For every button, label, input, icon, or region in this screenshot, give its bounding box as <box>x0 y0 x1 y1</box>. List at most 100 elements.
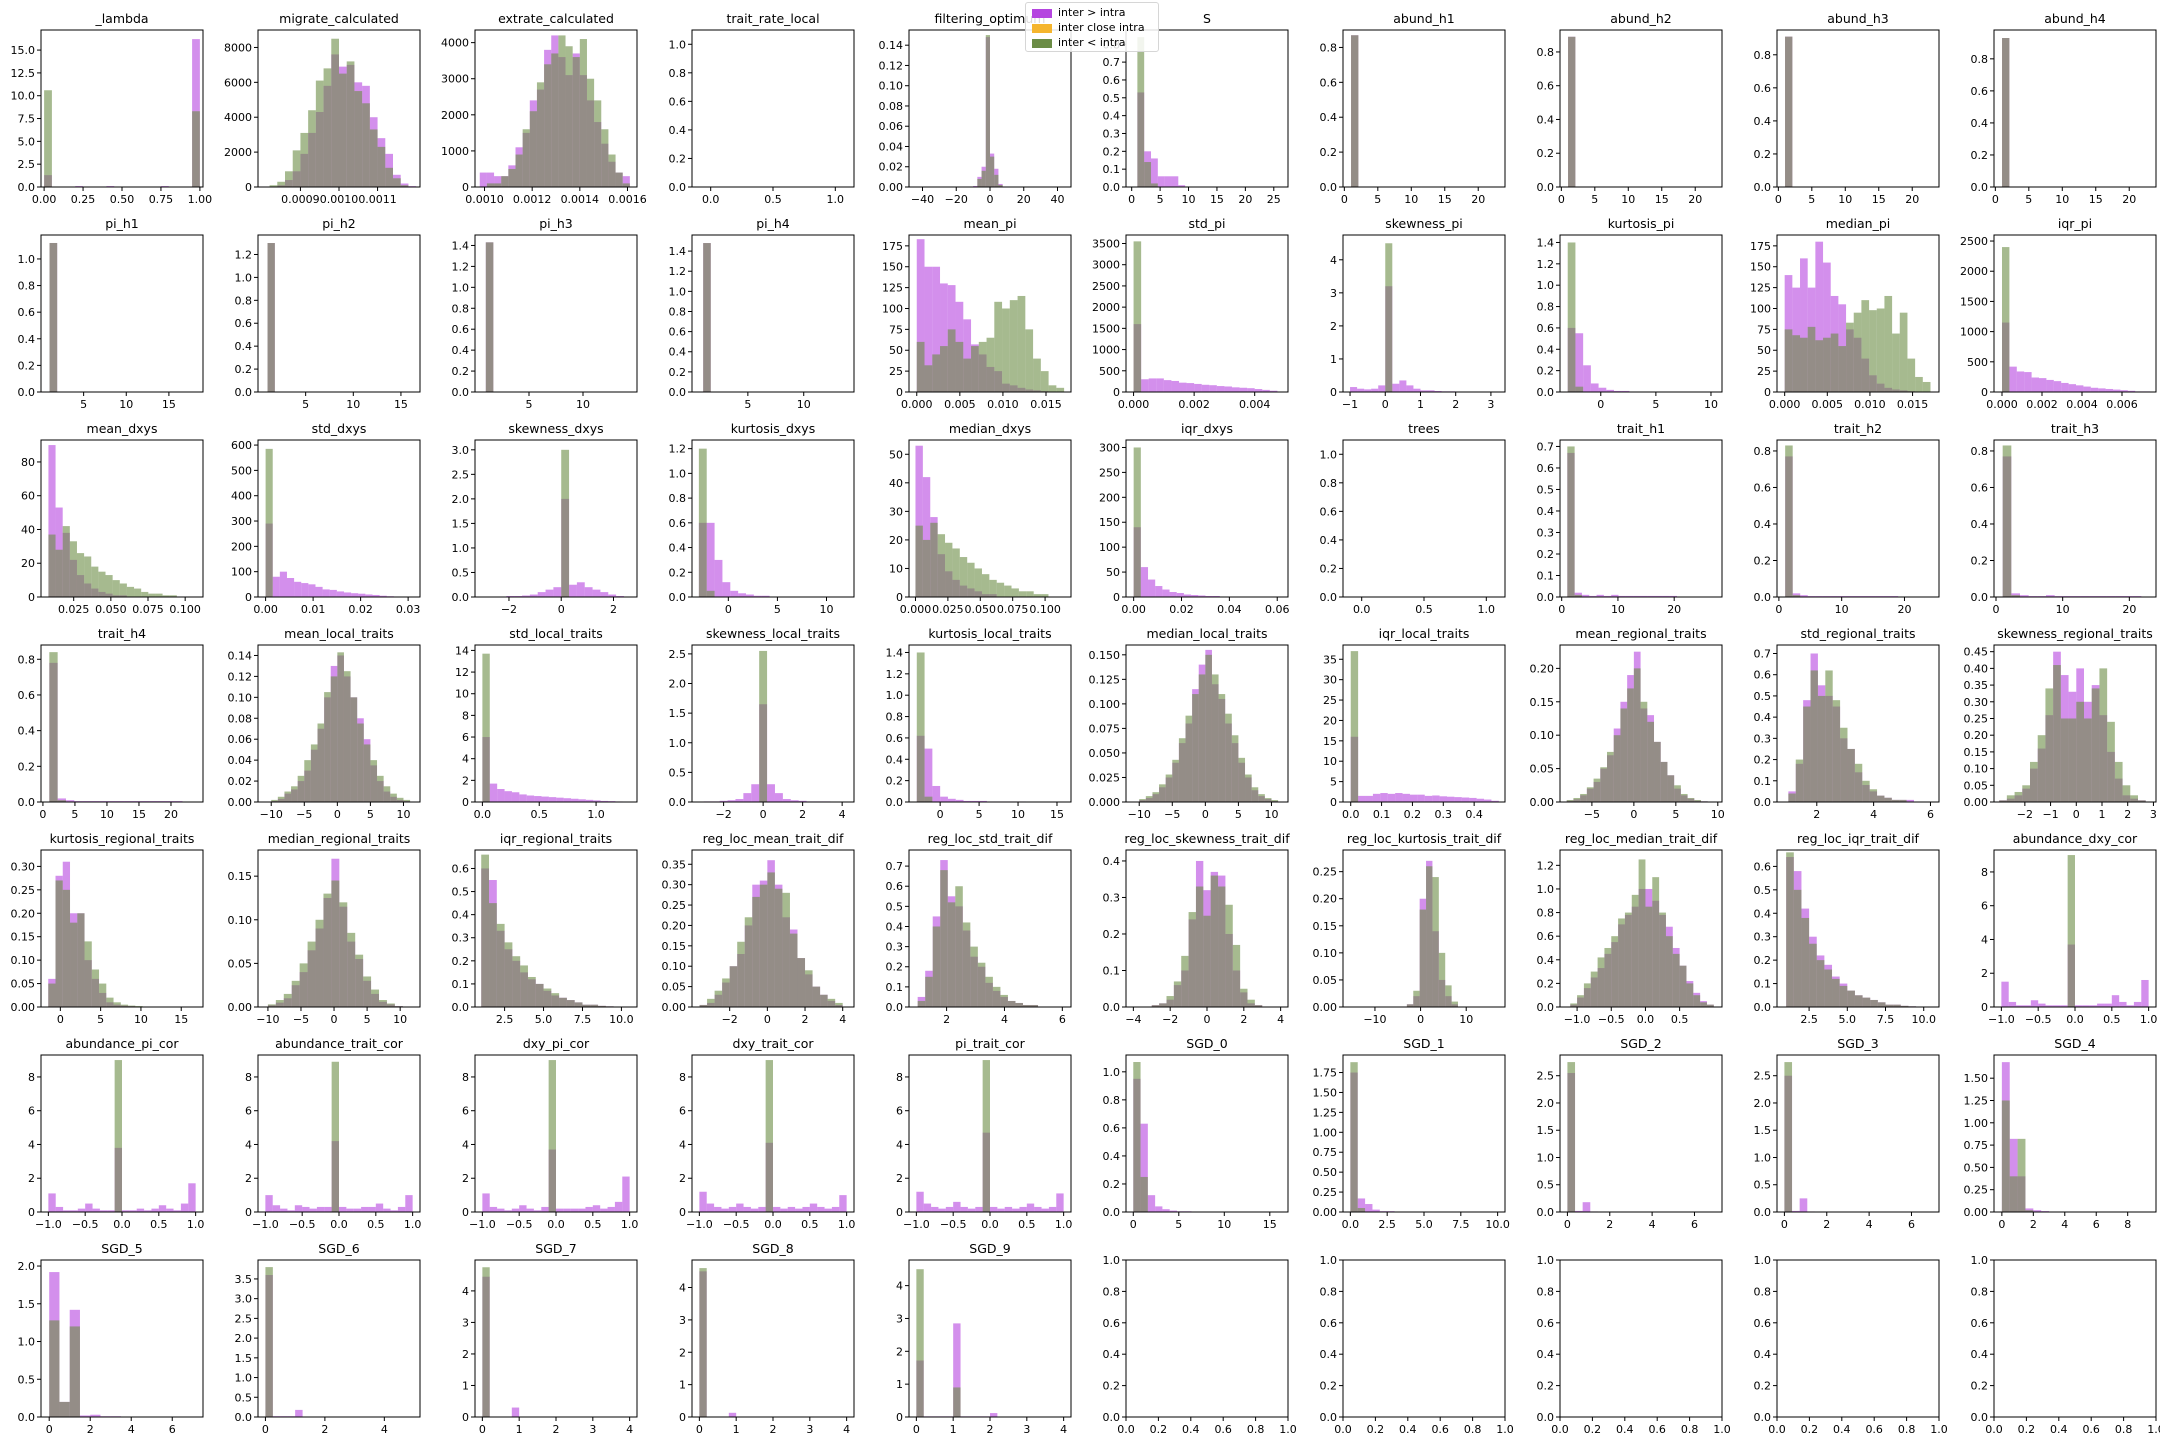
histogram-bar <box>746 594 754 597</box>
y-tick-label: 0.00 <box>228 1001 253 1014</box>
y-tick-label: 0.00 <box>1964 1206 1989 1219</box>
subplot-title: trait_h2 <box>1834 421 1882 436</box>
x-tick-label: 0 <box>2073 808 2080 821</box>
y-tick-label: 0.8 <box>1320 41 1338 54</box>
subplot-skewness_local_traits: −2 0 2 40.00.51.01.52.02.5skewness_local_tr… <box>669 626 855 821</box>
x-tick-label: 10 <box>1264 808 1278 821</box>
y-tick-label: 0.8 <box>452 302 470 315</box>
histogram-bar <box>482 1267 490 1417</box>
histogram-bar <box>982 1060 990 1212</box>
x-tick-label: 0.1 <box>1373 808 1391 821</box>
bars <box>1570 859 1714 1007</box>
bars <box>48 445 177 597</box>
y-tick-label: 0.6 <box>1971 481 1989 494</box>
histogram-bar <box>805 970 813 1007</box>
y-tick-label: 0.0 <box>669 386 687 399</box>
axes-frame <box>908 1259 1072 1418</box>
histogram-bar <box>735 799 744 802</box>
y-tick-label: 0.8 <box>1537 1285 1555 1298</box>
y-tick-label: 0.2 <box>452 365 470 378</box>
y-tick-label: 0.2 <box>1754 954 1772 967</box>
x-tick-label: 6 <box>2093 1218 2100 1231</box>
histogram-bar <box>529 111 537 187</box>
histogram-bar <box>955 886 963 1007</box>
y-tick-label: 1.0 <box>1537 1254 1555 1267</box>
x-tick-label: 1.0 <box>187 1218 205 1231</box>
subplot-SGD_1: 0.0 2.5 5.0 7.5 10.00.000.250.500.751.001.25… <box>1313 1036 1510 1231</box>
histogram-bar <box>915 445 923 597</box>
histogram-bar <box>584 587 593 597</box>
histogram-bar <box>85 1203 93 1212</box>
y-tick-label: 0.125 <box>1089 673 1121 686</box>
histogram-bar <box>744 917 753 1007</box>
x-tick-label: 5.0 <box>1415 1218 1433 1231</box>
y-tick-label: 1.5 <box>18 1298 36 1311</box>
histogram-bar <box>1672 953 1680 1007</box>
histogram-bar <box>1251 787 1259 802</box>
histogram-bar <box>148 593 156 597</box>
histogram-bar <box>526 1208 534 1212</box>
histogram-bar <box>916 1269 924 1417</box>
y-tick-label: 0.6 <box>1320 505 1338 518</box>
x-tick-label: 0.0012 <box>513 193 552 206</box>
histogram-bar <box>2060 1005 2068 1007</box>
histogram-bar <box>820 994 828 1007</box>
histogram-bar <box>563 1208 571 1212</box>
x-tick-label: −0.5 <box>506 1218 533 1231</box>
y-tick-label: 100 <box>1750 302 1771 315</box>
axes-frame <box>1559 1259 1723 1418</box>
y-tick-label: 6000 <box>224 76 252 89</box>
y-tick-label: 0.05 <box>11 978 36 991</box>
subplot-title: S <box>1203 11 1211 26</box>
histogram-bar <box>981 170 986 187</box>
histogram-bar <box>324 692 331 802</box>
histogram-bar <box>70 1210 78 1212</box>
y-tick-label: 3 <box>896 1312 903 1325</box>
y-tick-label: 1.0 <box>452 281 470 294</box>
y-tick-label: 0.3 <box>452 932 470 945</box>
x-tick-label: 10 <box>134 1013 148 1026</box>
y-tick-label: 0.0 <box>1537 181 1555 194</box>
y-tick-label: 0.2 <box>1320 562 1338 575</box>
bars <box>1350 1062 1395 1212</box>
x-tick-label: 0.5 <box>2103 1013 2121 1026</box>
axes-frame <box>1993 29 2157 188</box>
y-tick-label: 20 <box>21 557 35 570</box>
histogram-bar <box>400 185 409 187</box>
y-tick-label: 8 <box>245 1071 252 1084</box>
bars <box>2002 445 2142 597</box>
x-tick-label: 2 <box>1813 808 1820 821</box>
histogram-bar <box>275 1000 284 1007</box>
y-tick-label: 0.6 <box>669 95 687 108</box>
histogram-bar <box>751 784 760 802</box>
y-tick-label: 2 <box>1330 320 1337 333</box>
y-tick-label: 10 <box>889 562 903 575</box>
histogram-bar <box>379 1000 387 1007</box>
histogram-bar <box>1800 337 1808 392</box>
histogram-bar <box>2133 1001 2142 1007</box>
subplot-title: median_regional_traits <box>268 831 411 846</box>
y-tick-label: 2000 <box>224 146 252 159</box>
histogram-bar <box>1169 1210 1177 1212</box>
subplot-reg_loc_iqr_trait_dif: 2.5 5.0 7.5 10.00.00.10.20.30.40.50.6reg_lo… <box>1754 831 1940 1026</box>
histogram-bar <box>2052 1005 2061 1007</box>
y-tick-label: 1.2 <box>669 443 687 456</box>
histogram-bar <box>1568 36 1576 188</box>
histogram-bar <box>339 902 348 1007</box>
x-tick-label: 0.0 <box>1637 1013 1655 1026</box>
histogram-bar <box>1238 757 1246 802</box>
y-tick-label: 30 <box>889 505 903 518</box>
x-tick-label: 0 <box>937 808 944 821</box>
y-tick-label: 0.6 <box>452 323 470 336</box>
histogram-bar <box>2111 995 2120 1007</box>
axes-frame <box>1776 1259 1940 1418</box>
x-tick-label: 15 <box>1263 1218 1277 1231</box>
histogram-bar <box>1469 797 1477 802</box>
y-tick-label: 0.20 <box>11 907 36 920</box>
histogram-bar <box>985 35 990 188</box>
histogram-bar <box>1869 789 1878 802</box>
histogram-bar <box>544 64 552 187</box>
histogram-bar <box>479 172 487 187</box>
